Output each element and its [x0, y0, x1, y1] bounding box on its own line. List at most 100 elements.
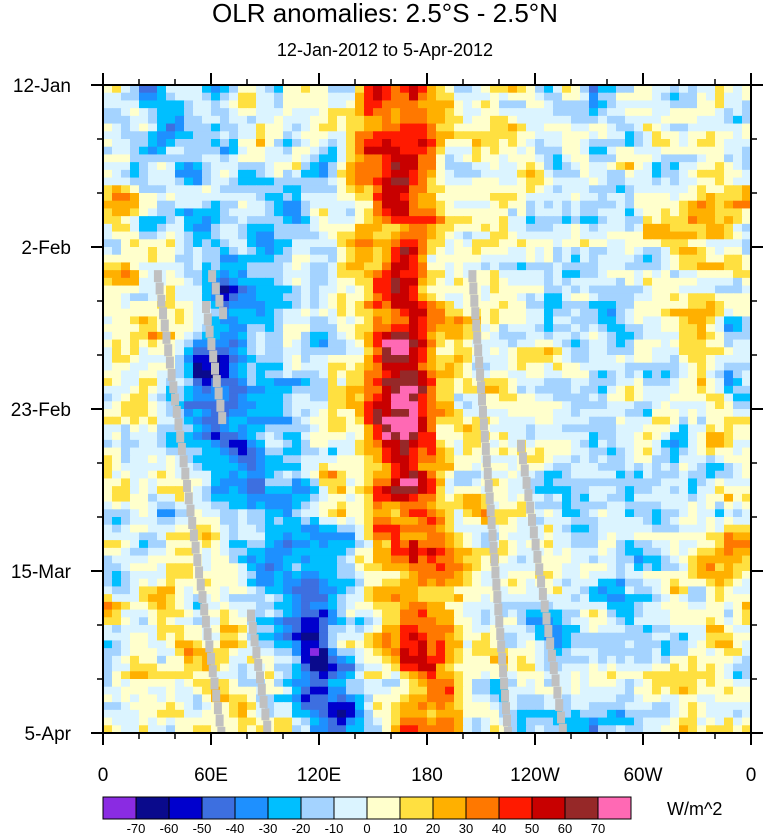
- field-cell: [661, 131, 671, 140]
- field-cell: [616, 509, 626, 518]
- field-cell: [337, 532, 347, 541]
- field-cell: [193, 331, 203, 341]
- field-cell: [679, 439, 689, 449]
- field-cell: [688, 247, 698, 256]
- field-cell: [427, 331, 437, 341]
- field-cell: [373, 555, 383, 564]
- field-cell: [301, 347, 311, 356]
- field-cell: [319, 139, 329, 148]
- field-cell: [706, 92, 716, 102]
- field-cell: [607, 540, 617, 549]
- field-cell: [193, 355, 203, 364]
- field-cell: [103, 547, 113, 557]
- field-cell: [544, 247, 554, 256]
- field-cell: [499, 385, 509, 395]
- field-cell: [625, 409, 635, 418]
- field-cell: [625, 540, 635, 549]
- field-cell: [220, 555, 230, 564]
- field-cell: [274, 555, 284, 564]
- field-cell: [571, 331, 581, 341]
- field-cell: [571, 216, 581, 225]
- field-cell: [346, 239, 356, 248]
- field-cell: [130, 169, 140, 179]
- field-cell: [679, 594, 689, 603]
- field-cell: [553, 108, 563, 117]
- field-cell: [328, 501, 338, 510]
- field-cell: [706, 293, 716, 302]
- field-cell: [238, 177, 248, 186]
- field-cell: [400, 578, 410, 588]
- field-cell: [157, 385, 167, 395]
- field-cell: [283, 324, 293, 333]
- field-cell: [706, 254, 716, 264]
- field-cell: [328, 355, 338, 364]
- field-cell: [400, 563, 410, 572]
- field-cell: [544, 316, 554, 325]
- field-cell: [562, 154, 572, 163]
- field-cell: [571, 439, 581, 449]
- field-cell: [490, 247, 500, 256]
- field-cell: [112, 416, 122, 426]
- field-cell: [409, 115, 419, 125]
- field-cell: [355, 416, 365, 426]
- field-cell: [301, 393, 311, 402]
- field-cell: [382, 108, 392, 117]
- field-cell: [229, 254, 239, 264]
- field-cell: [706, 501, 716, 510]
- field-cell: [112, 316, 122, 325]
- field-cell: [616, 277, 626, 287]
- field-cell: [310, 231, 320, 240]
- field-cell: [454, 131, 464, 140]
- field-cell: [130, 424, 140, 433]
- field-cell: [373, 463, 383, 472]
- field-cell: [445, 123, 455, 132]
- field-cell: [517, 609, 527, 618]
- field-cell: [733, 146, 743, 156]
- field-cell: [121, 409, 131, 418]
- field-cell: [472, 378, 482, 387]
- field-cell: [553, 385, 563, 395]
- field-cell: [193, 470, 203, 480]
- field-cell: [256, 262, 266, 271]
- field-cell: [409, 509, 419, 518]
- field-cell: [130, 100, 140, 109]
- field-cell: [562, 517, 572, 526]
- field-cell: [373, 370, 383, 379]
- field-cell: [661, 424, 671, 433]
- field-cell: [607, 139, 617, 148]
- field-cell: [418, 532, 428, 541]
- field-cell: [526, 162, 536, 171]
- field-cell: [553, 455, 563, 464]
- field-cell: [715, 347, 725, 356]
- field-cell: [724, 455, 734, 464]
- field-cell: [742, 478, 751, 487]
- field-cell: [229, 316, 239, 325]
- field-cell: [589, 609, 599, 618]
- field-cell: [427, 563, 437, 572]
- field-cell: [472, 85, 482, 94]
- field-cell: [400, 401, 410, 410]
- field-cell: [634, 586, 644, 595]
- field-cell: [292, 586, 302, 595]
- field-cell: [580, 370, 590, 379]
- field-cell: [490, 316, 500, 325]
- field-cell: [238, 123, 248, 132]
- field-cell: [616, 115, 626, 125]
- field-cell: [337, 586, 347, 595]
- field-cell: [553, 208, 563, 217]
- field-cell: [247, 200, 257, 210]
- field-cell: [733, 115, 743, 125]
- field-cell: [715, 177, 725, 186]
- field-cell: [652, 447, 662, 456]
- field-cell: [544, 586, 554, 595]
- field-cell: [256, 254, 266, 264]
- field-cell: [526, 401, 536, 410]
- field-cell: [211, 262, 221, 271]
- field-cell: [364, 586, 374, 595]
- field-cell: [562, 223, 572, 233]
- field-cell: [112, 401, 122, 410]
- field-cell: [373, 146, 383, 156]
- field-cell: [580, 262, 590, 271]
- field-cell: [580, 447, 590, 456]
- field-cell: [499, 532, 509, 541]
